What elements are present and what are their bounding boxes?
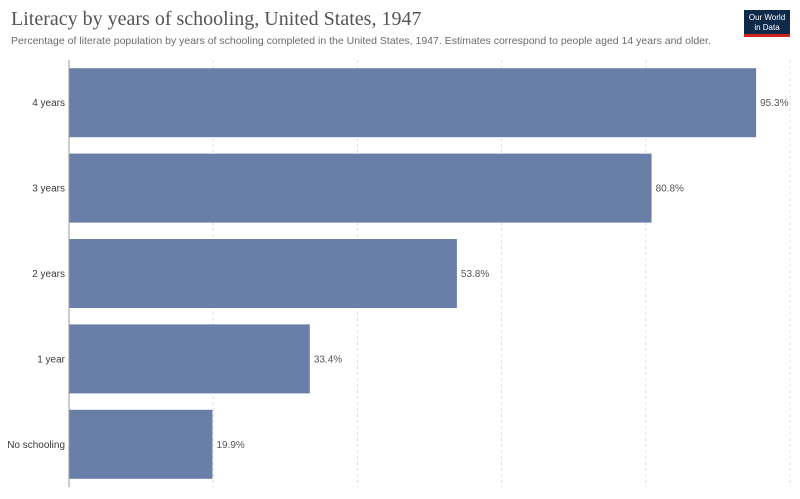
- logo-line-2: in Data: [754, 22, 780, 32]
- category-label: No schooling: [7, 440, 65, 451]
- category-label: 4 years: [32, 98, 65, 109]
- bar[interactable]: [69, 68, 757, 138]
- chart-subtitle: Percentage of literate population by yea…: [11, 35, 711, 47]
- bar[interactable]: [69, 239, 457, 308]
- category-label: 1 year: [37, 354, 65, 365]
- grid-lines: [212, 60, 791, 487]
- bar[interactable]: [69, 153, 652, 223]
- value-label: 33.4%: [314, 354, 342, 365]
- value-label: 80.8%: [656, 184, 684, 195]
- labels: 4 years 95.3% 3 years 80.8% 2 years 53.8% 1 ye…: [7, 98, 788, 451]
- logo-line-1: Our World: [748, 13, 786, 22]
- bar[interactable]: [69, 324, 310, 394]
- category-label: 2 years: [32, 269, 65, 280]
- value-label: 19.9%: [216, 440, 244, 451]
- value-label: 53.8%: [461, 269, 489, 280]
- value-label: 95.3%: [760, 98, 788, 109]
- bar[interactable]: [69, 409, 213, 479]
- category-label: 3 years: [32, 184, 65, 195]
- bars: [69, 68, 757, 479]
- owid-logo[interactable]: Our World in Data: [744, 10, 790, 37]
- chart-title: Literacy by years of schooling, United S…: [11, 8, 422, 30]
